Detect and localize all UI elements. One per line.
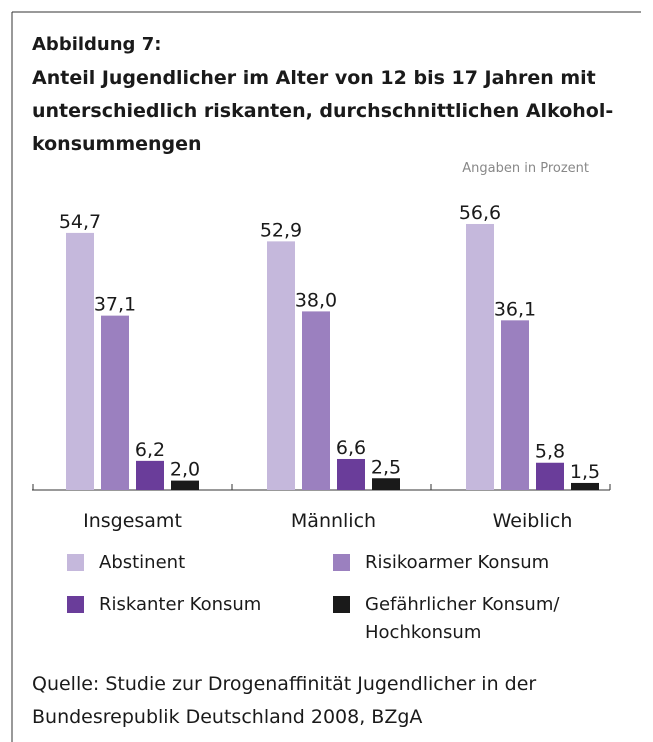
data-label: 2,0: [170, 459, 200, 481]
data-label: 5,8: [535, 441, 565, 463]
data-label: 36,1: [494, 298, 536, 320]
data-label: 2,5: [371, 456, 401, 478]
legend-swatch: [67, 596, 84, 613]
data-label: 38,0: [295, 289, 337, 311]
legend-label: Risikoarmer Konsum: [365, 552, 550, 573]
bar: [372, 478, 400, 490]
legend-label: Abstinent: [99, 552, 186, 573]
bar: [101, 315, 129, 490]
bar: [466, 223, 494, 491]
legend-swatch: [333, 554, 350, 571]
bar: [571, 482, 599, 490]
x-tick-label: Männlich: [291, 510, 376, 532]
data-label: 1,5: [570, 461, 600, 483]
bar: [136, 460, 164, 490]
legend-label: Riskanter Konsum: [99, 594, 262, 615]
bar: [337, 458, 365, 490]
bar: [501, 320, 529, 490]
data-label: 52,9: [260, 219, 302, 241]
bar: [536, 462, 564, 490]
legend-label: Gefährlicher Konsum/ Hochkonsum: [365, 594, 560, 643]
figure-label: Abbildung 7:: [32, 34, 162, 55]
bar: [66, 232, 94, 490]
x-tick-label: Weiblich: [493, 510, 573, 532]
source: Quelle: Studie zur Drogenaffinität Jugen…: [32, 673, 537, 728]
bar: [267, 241, 295, 490]
data-label: 6,2: [135, 439, 165, 461]
x-tick-label: Insgesamt: [83, 510, 182, 532]
chart-title: Anteil Jugendlicher im Alter von 12 bis …: [32, 67, 614, 155]
legend-swatch: [333, 596, 350, 613]
data-label: 54,7: [59, 211, 101, 233]
data-label: 37,1: [94, 294, 136, 316]
bar: [171, 480, 199, 490]
data-label: 6,6: [336, 437, 366, 459]
bar: [302, 311, 330, 490]
legend-swatch: [67, 554, 84, 571]
note: Angaben in Prozent: [462, 161, 589, 176]
data-label: 56,6: [459, 202, 501, 224]
